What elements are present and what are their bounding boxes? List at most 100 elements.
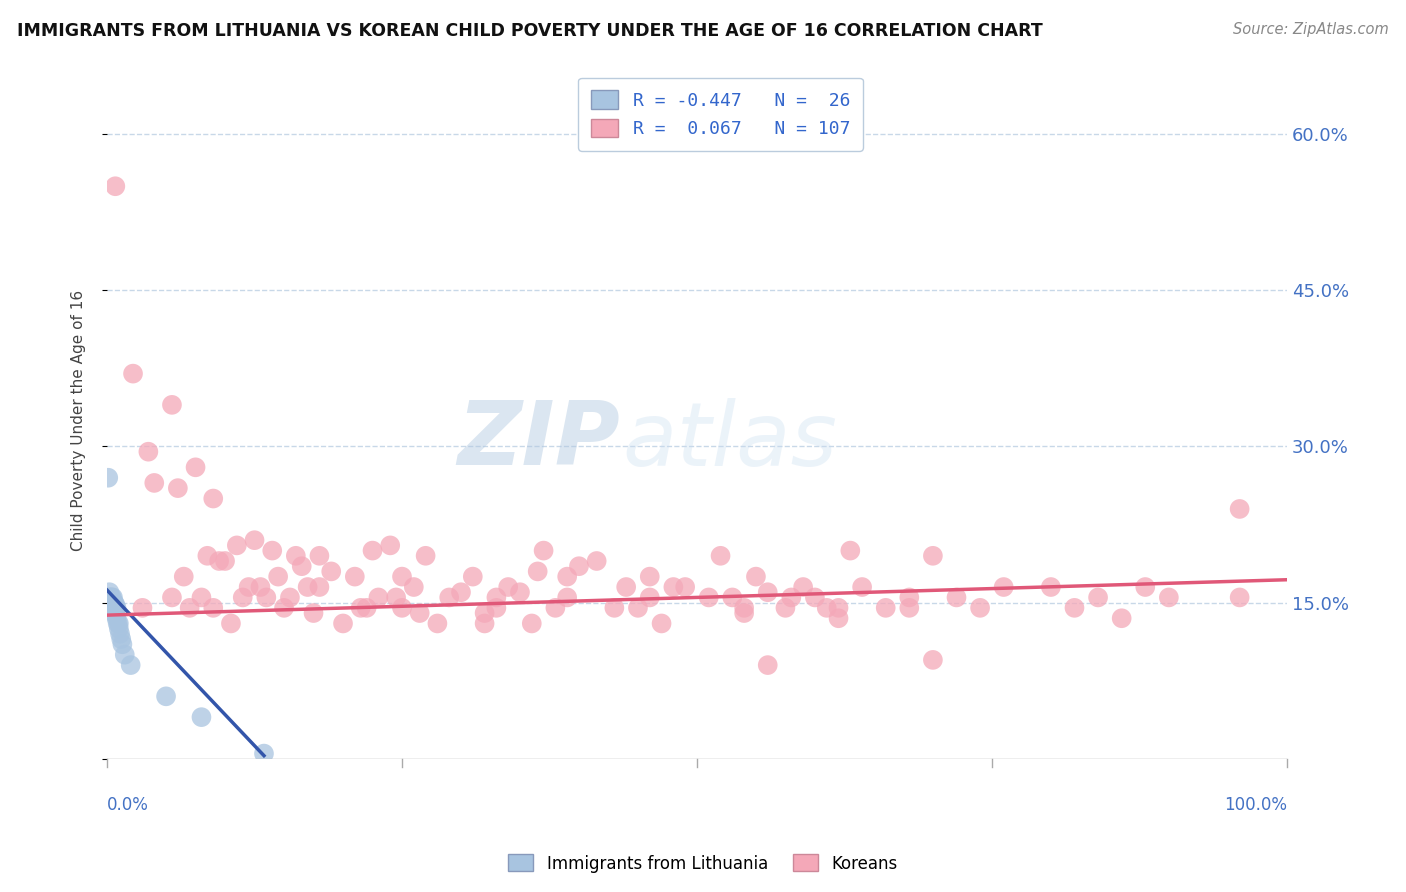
Point bbox=[756, 658, 779, 673]
Point bbox=[208, 554, 231, 568]
Point bbox=[697, 591, 720, 605]
Point bbox=[415, 549, 437, 563]
Point bbox=[614, 580, 637, 594]
Point bbox=[302, 606, 325, 620]
Point bbox=[361, 543, 384, 558]
Point bbox=[380, 538, 402, 552]
Point bbox=[103, 596, 125, 610]
Point bbox=[105, 611, 128, 625]
Point bbox=[108, 627, 131, 641]
Point bbox=[173, 569, 195, 583]
Point bbox=[969, 600, 991, 615]
Point bbox=[155, 690, 177, 704]
Point bbox=[662, 580, 685, 594]
Point bbox=[1229, 502, 1251, 516]
Point bbox=[839, 543, 862, 558]
Point bbox=[308, 549, 330, 563]
Point bbox=[745, 569, 768, 583]
Point bbox=[110, 632, 132, 646]
Point bbox=[166, 481, 188, 495]
Point bbox=[101, 591, 124, 605]
Point bbox=[100, 596, 122, 610]
Point bbox=[385, 591, 408, 605]
Point bbox=[827, 600, 849, 615]
Point bbox=[526, 565, 548, 579]
Point bbox=[1063, 600, 1085, 615]
Point bbox=[202, 491, 225, 506]
Point bbox=[733, 600, 755, 615]
Point bbox=[190, 710, 212, 724]
Point bbox=[143, 475, 166, 490]
Point bbox=[851, 580, 873, 594]
Point bbox=[104, 179, 127, 194]
Point bbox=[120, 658, 142, 673]
Point bbox=[138, 444, 160, 458]
Point bbox=[898, 600, 921, 615]
Point bbox=[160, 591, 183, 605]
Point bbox=[638, 569, 661, 583]
Point bbox=[350, 600, 373, 615]
Point bbox=[673, 580, 696, 594]
Y-axis label: Child Poverty Under the Age of 16: Child Poverty Under the Age of 16 bbox=[72, 290, 86, 551]
Text: Source: ZipAtlas.com: Source: ZipAtlas.com bbox=[1233, 22, 1389, 37]
Point bbox=[780, 591, 803, 605]
Point bbox=[402, 580, 425, 594]
Point bbox=[195, 549, 218, 563]
Point bbox=[875, 600, 897, 615]
Point bbox=[297, 580, 319, 594]
Point bbox=[627, 600, 650, 615]
Point bbox=[461, 569, 484, 583]
Point bbox=[1111, 611, 1133, 625]
Point bbox=[225, 538, 247, 552]
Point bbox=[308, 580, 330, 594]
Point bbox=[603, 600, 626, 615]
Point bbox=[426, 616, 449, 631]
Point bbox=[474, 616, 496, 631]
Point bbox=[544, 600, 567, 615]
Point bbox=[993, 580, 1015, 594]
Text: ZIP: ZIP bbox=[457, 397, 620, 484]
Point bbox=[721, 591, 744, 605]
Point bbox=[232, 591, 254, 605]
Point bbox=[1135, 580, 1157, 594]
Point bbox=[202, 600, 225, 615]
Point bbox=[922, 549, 945, 563]
Point bbox=[321, 565, 343, 579]
Point bbox=[291, 559, 314, 574]
Point bbox=[97, 471, 120, 485]
Point bbox=[114, 648, 136, 662]
Point bbox=[450, 585, 472, 599]
Point bbox=[367, 591, 389, 605]
Point bbox=[254, 591, 277, 605]
Point bbox=[792, 580, 814, 594]
Point bbox=[437, 591, 460, 605]
Point bbox=[474, 606, 496, 620]
Point bbox=[533, 543, 555, 558]
Point bbox=[1039, 580, 1062, 594]
Point bbox=[262, 543, 284, 558]
Point bbox=[108, 622, 131, 636]
Text: IMMIGRANTS FROM LITHUANIA VS KOREAN CHILD POVERTY UNDER THE AGE OF 16 CORRELATIO: IMMIGRANTS FROM LITHUANIA VS KOREAN CHIL… bbox=[17, 22, 1043, 40]
Point bbox=[101, 591, 124, 605]
Point bbox=[585, 554, 607, 568]
Point bbox=[756, 585, 779, 599]
Legend: Immigrants from Lithuania, Koreans: Immigrants from Lithuania, Koreans bbox=[502, 847, 904, 880]
Point bbox=[638, 591, 661, 605]
Point bbox=[101, 600, 124, 615]
Point bbox=[509, 585, 531, 599]
Text: 100.0%: 100.0% bbox=[1223, 796, 1286, 814]
Point bbox=[651, 616, 673, 631]
Point bbox=[249, 580, 271, 594]
Point bbox=[733, 606, 755, 620]
Point bbox=[827, 611, 849, 625]
Point bbox=[391, 600, 413, 615]
Point bbox=[104, 606, 127, 620]
Point bbox=[520, 616, 543, 631]
Point bbox=[108, 616, 131, 631]
Point bbox=[898, 591, 921, 605]
Point bbox=[104, 598, 127, 612]
Point bbox=[190, 591, 212, 605]
Point bbox=[555, 569, 578, 583]
Point bbox=[568, 559, 591, 574]
Point bbox=[107, 616, 129, 631]
